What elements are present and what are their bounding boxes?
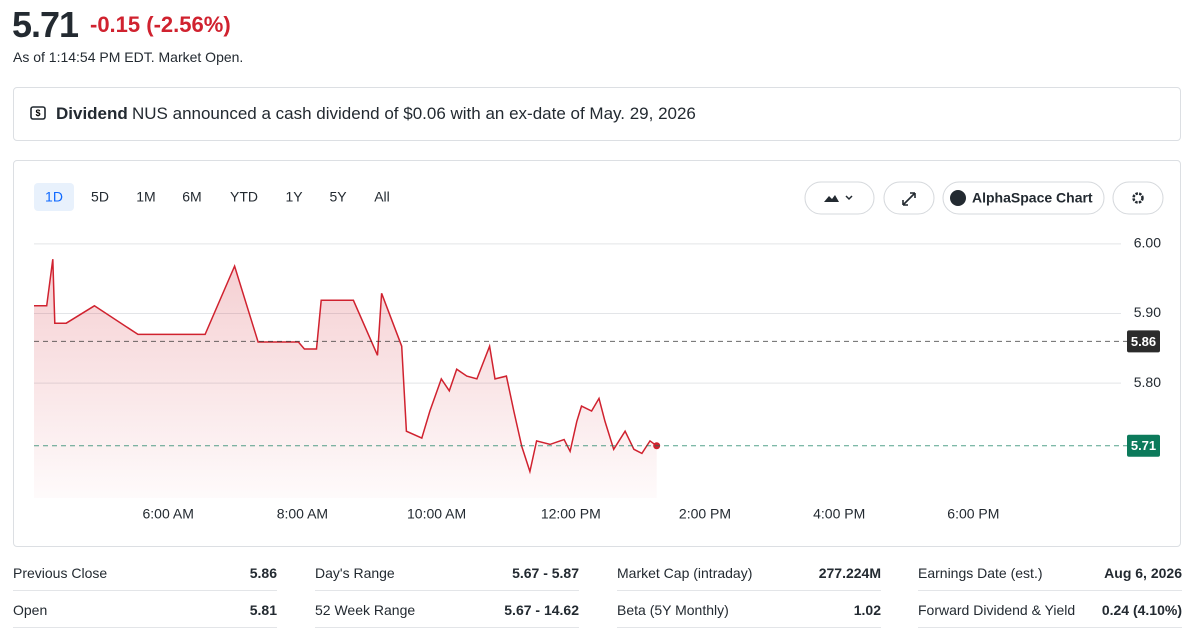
range-tab[interactable]: 1D bbox=[45, 189, 63, 205]
as-of: As of 1:14:54 PM EDT. Market Open. bbox=[13, 49, 244, 65]
x-tick-label: 12:00 PM bbox=[541, 506, 601, 522]
range-tab[interactable]: 6M bbox=[182, 189, 201, 205]
stat-value: 5.81 bbox=[249, 602, 277, 618]
y-tick-label: 6.00 bbox=[1134, 235, 1161, 251]
dividend-label: Dividend bbox=[56, 104, 128, 123]
chart-type-button[interactable] bbox=[804, 181, 875, 215]
stat-value: 5.67 - 14.62 bbox=[504, 602, 579, 618]
x-tick-label: 6:00 PM bbox=[947, 506, 999, 522]
settings-icon bbox=[1132, 192, 1144, 204]
x-tick-label: 6:00 AM bbox=[143, 506, 194, 522]
stat-row: Day's Range 5.67 - 5.87 bbox=[315, 562, 579, 591]
price-change: -0.15 (-2.56%) bbox=[90, 12, 231, 38]
stat-row: Previous Close 5.86 bbox=[13, 562, 277, 591]
dropdown-icon bbox=[845, 195, 853, 201]
reference-label: 5.71 bbox=[1131, 438, 1156, 453]
x-tick-label: 4:00 PM bbox=[813, 506, 865, 522]
range-tab[interactable]: 1Y bbox=[285, 189, 303, 205]
chart-toolbar-right: AlphaSpace Chart bbox=[804, 181, 1164, 215]
alphaspace-label: AlphaSpace Chart bbox=[972, 190, 1093, 206]
stat-label: Earnings Date (est.) bbox=[918, 565, 1043, 581]
stat-label: Market Cap (intraday) bbox=[617, 565, 753, 581]
stat-value: Aug 6, 2026 bbox=[1104, 565, 1182, 581]
price-line bbox=[34, 259, 658, 475]
chart: AlphaSpace Chart 1D 5D 1M 6M YTD 1Y 5Y All 6.00 5… bbox=[34, 181, 1164, 522]
chart-type-icon bbox=[824, 195, 839, 202]
stat-value: 5.67 - 5.87 bbox=[512, 565, 579, 581]
range-tab[interactable]: 1M bbox=[136, 189, 155, 205]
reference-label: 5.86 bbox=[1131, 334, 1156, 349]
stat-label: Beta (5Y Monthly) bbox=[617, 602, 729, 618]
stat-row: Open 5.81 bbox=[13, 599, 277, 628]
range-tab-active bbox=[34, 183, 74, 211]
stat-value: 277.224M bbox=[818, 565, 881, 581]
expand-icon bbox=[902, 192, 916, 206]
range-tab[interactable]: 5D bbox=[91, 189, 109, 205]
range-tab[interactable]: YTD bbox=[230, 189, 258, 205]
chart-panel: AlphaSpace Chart 1D 5D 1M 6M YTD 1Y 5Y All 6.00 5… bbox=[13, 160, 1181, 547]
stat-label: Previous Close bbox=[13, 565, 108, 581]
svg-text:$: $ bbox=[35, 108, 40, 118]
stat-label: Forward Dividend & Yield bbox=[918, 602, 1076, 618]
y-tick-label: 5.90 bbox=[1134, 304, 1161, 320]
stat-label: Day's Range bbox=[315, 565, 395, 581]
range-tab[interactable]: All bbox=[374, 189, 390, 205]
alphaspace-button[interactable] bbox=[942, 181, 1105, 215]
x-tick-label: 8:00 AM bbox=[277, 506, 328, 522]
stat-row: 52 Week Range 5.67 - 14.62 bbox=[315, 599, 579, 628]
stat-value: 5.86 bbox=[249, 565, 277, 581]
stat-row: Earnings Date (est.) Aug 6, 2026 bbox=[918, 562, 1182, 591]
stat-label: Open bbox=[13, 602, 48, 618]
price-area bbox=[34, 259, 657, 498]
stat-row: Beta (5Y Monthly) 1.02 bbox=[617, 599, 881, 628]
x-tick-label: 10:00 AM bbox=[407, 506, 466, 522]
change: -0.15 bbox=[90, 12, 141, 37]
change-percent: (-2.56%) bbox=[146, 12, 231, 37]
stat-label: 52 Week Range bbox=[315, 602, 416, 618]
stat-value: 1.02 bbox=[853, 602, 881, 618]
dividend-banner: $ Dividend NUS announced a cash dividend… bbox=[13, 87, 1181, 141]
stat-row: Forward Dividend & Yield 0.24 (4.10%) bbox=[918, 599, 1182, 628]
dividend-icon: $ bbox=[30, 106, 46, 120]
y-tick-label: 5.80 bbox=[1134, 374, 1161, 390]
stat-value: 0.24 (4.10%) bbox=[1101, 602, 1182, 618]
reference-label-box bbox=[1127, 434, 1160, 457]
price: 5.71 bbox=[12, 4, 79, 45]
stat-row: Market Cap (intraday) 277.224M bbox=[617, 562, 881, 591]
alphaspace-icon bbox=[950, 190, 966, 206]
x-tick-label: 2:00 PM bbox=[679, 506, 731, 522]
dividend-text: NUS announced a cash dividend of $0.06 w… bbox=[132, 104, 696, 123]
reference-label-box bbox=[1127, 330, 1160, 353]
settings-button[interactable] bbox=[1112, 181, 1164, 215]
range-tab[interactable]: 5Y bbox=[329, 189, 347, 205]
